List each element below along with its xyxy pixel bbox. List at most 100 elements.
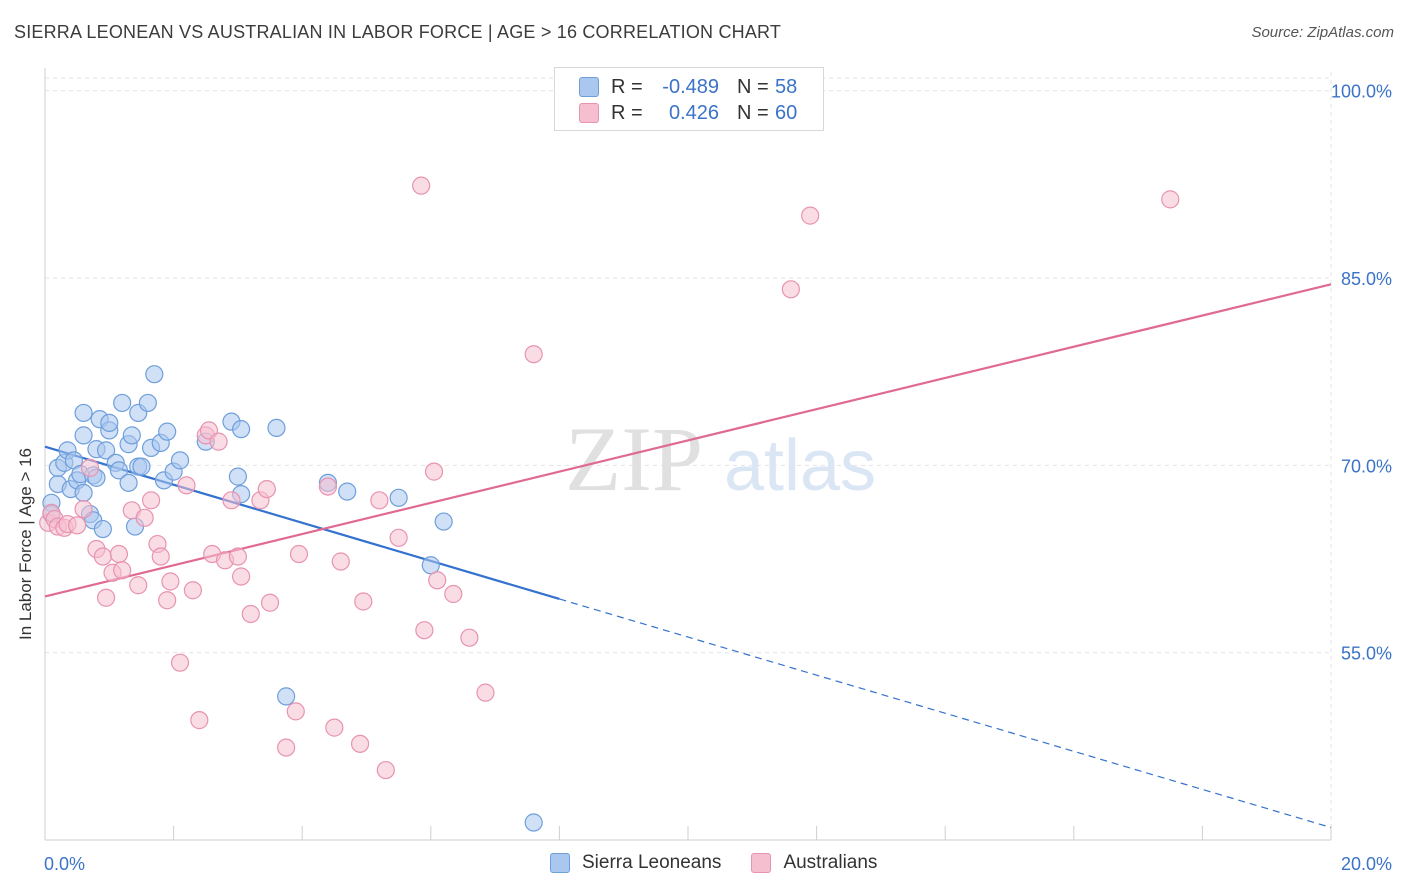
sierra-leonean-point	[93, 519, 112, 539]
legend-item-sierra-leoneans: Sierra Leoneans	[550, 852, 721, 874]
australian-point	[1161, 190, 1180, 209]
source-label: Source: ZipAtlas.com	[1251, 24, 1394, 41]
sierra-leonean-point	[389, 488, 408, 507]
australian-point	[232, 567, 251, 586]
sierra-leonean-point	[74, 403, 93, 423]
n-value: 60	[775, 101, 798, 124]
sierra-leonean-point	[122, 426, 141, 445]
blue-swatch	[550, 853, 570, 873]
x-tick-label: 20.0%	[1341, 854, 1392, 874]
sierra-leonean-trend-extension	[559, 598, 1332, 829]
australian-point	[74, 499, 93, 519]
australian-point	[476, 683, 495, 702]
australian-point	[331, 552, 350, 571]
pink-swatch	[579, 103, 599, 123]
australian-point	[350, 734, 370, 753]
australian-point	[96, 588, 116, 607]
sierra-leonean-point	[145, 365, 164, 384]
australian-point	[428, 571, 447, 590]
australian-point	[241, 604, 260, 624]
x-tick-label: 0.0%	[44, 854, 85, 874]
tick-labels: 55.0% 70.0% 85.0% 100.0% 0.0% 20.0%	[44, 82, 1392, 874]
sierra-leonean-point	[138, 393, 157, 413]
australian-point	[129, 576, 148, 595]
sierra-leonean-point	[113, 393, 132, 413]
sierra-leonean-point	[232, 420, 251, 439]
australian-point	[222, 491, 241, 510]
sierra-leonean-point	[96, 441, 116, 460]
sierra-leonean-point	[74, 483, 93, 502]
australian-point	[151, 547, 170, 566]
y-axis-label: In Labor Force | Age > 16	[16, 447, 35, 640]
sierra-leonean-point	[228, 467, 247, 486]
blue-swatch	[579, 77, 599, 97]
australian-point	[109, 544, 129, 564]
australian-point	[228, 547, 247, 566]
australian-point	[412, 176, 431, 195]
australian-point	[781, 280, 800, 299]
legend-item-australians: Australians	[751, 852, 877, 874]
watermark: ZIP atlas	[565, 408, 876, 510]
australian-point	[277, 738, 296, 757]
sierra-leonean-point	[119, 473, 138, 492]
legend-label: Australians	[783, 852, 878, 873]
australian-point	[325, 718, 344, 737]
australian-point	[141, 491, 161, 510]
n-label: N =	[737, 101, 769, 124]
australian-point	[177, 476, 196, 495]
australian-point	[389, 528, 408, 547]
australian-trend-line	[44, 283, 1332, 598]
sierra-leonean-point	[132, 457, 151, 476]
sierra-leonean-point	[277, 687, 296, 706]
australian-point	[161, 572, 180, 591]
australian-point	[80, 458, 100, 477]
sierra-leonean-point	[74, 426, 93, 445]
sierra-leonean-point	[170, 451, 190, 470]
watermark-zip: ZIP	[565, 408, 703, 510]
legend-label: Sierra Leoneans	[582, 852, 722, 873]
australian-point	[370, 491, 389, 510]
australian-point	[376, 760, 395, 780]
y-tick-label: 55.0%	[1341, 644, 1392, 664]
australian-point	[318, 477, 338, 496]
australian-point	[170, 653, 190, 672]
australian-point	[286, 702, 305, 721]
sierra-leonean-point	[524, 813, 543, 832]
y-tick-label: 100.0%	[1331, 82, 1392, 102]
australian-point	[260, 593, 280, 612]
chart-title: SIERRA LEONEAN VS AUSTRALIAN IN LABOR FO…	[14, 22, 782, 42]
australian-point	[460, 628, 479, 647]
watermark-atlas: atlas	[724, 426, 876, 506]
sierra-leonean-point	[434, 512, 453, 531]
legend-row-australians: R = 0.426 N = 60	[579, 101, 797, 125]
sierra-leonean-trend-line	[44, 445, 560, 601]
trend-lines	[44, 283, 1332, 829]
y-tick-label: 70.0%	[1341, 456, 1392, 476]
australian-point	[424, 462, 444, 481]
pink-swatch	[751, 853, 772, 873]
r-label: R =	[611, 101, 643, 124]
n-value: 58	[775, 75, 798, 98]
r-value: -0.489	[662, 75, 719, 98]
sierra-leonean-point	[109, 461, 129, 480]
australian-point	[289, 544, 309, 564]
australian-point	[415, 621, 434, 640]
australian-point	[68, 516, 87, 535]
australian-point	[113, 561, 132, 580]
australian-point	[190, 711, 209, 730]
australian-point	[257, 479, 276, 499]
sierra-leonean-point	[338, 482, 357, 501]
sierra-leonean-point	[158, 422, 177, 441]
australian-point	[524, 345, 543, 364]
australian-point	[158, 591, 177, 610]
sierra-leonean-point	[100, 413, 119, 433]
sierra-leonean-point	[421, 556, 440, 575]
correlation-legend: R = -0.489 N = 58 R = 0.426 N = 60	[554, 67, 824, 131]
sierra-leonean-point	[267, 418, 286, 438]
data-points	[39, 176, 1180, 832]
australian-point	[135, 508, 154, 527]
r-value: 0.426	[668, 101, 719, 124]
australian-point	[209, 432, 228, 451]
legend-row-sierra-leoneans: R = -0.489 N = 58	[579, 75, 797, 99]
